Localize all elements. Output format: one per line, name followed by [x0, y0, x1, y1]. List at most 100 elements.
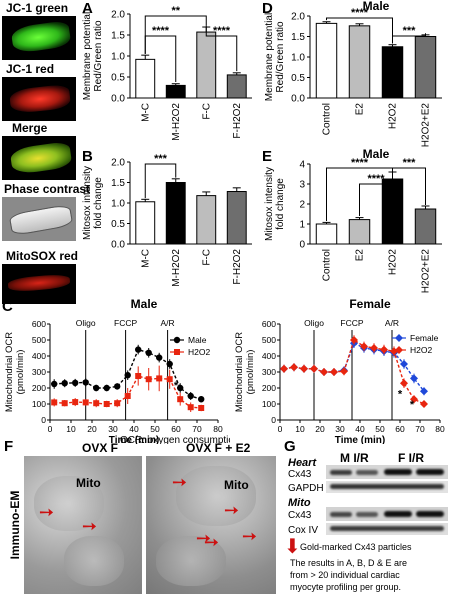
- em-left-title: OVX F: [82, 441, 119, 455]
- blot-heart-label: Heart: [288, 457, 317, 469]
- y-tick-label: 4: [299, 160, 305, 171]
- injection-label: Oligo: [76, 318, 96, 328]
- data-point: [350, 336, 358, 344]
- x-tick-label: E2: [355, 103, 366, 116]
- data-point: [400, 379, 408, 388]
- x-tick-label: M-H2O2: [171, 249, 182, 287]
- y-axis-label: (pmol/min): [15, 350, 26, 395]
- bar: [414, 36, 437, 99]
- data-point: [420, 387, 428, 396]
- x-tick-label: 0: [278, 424, 283, 434]
- data-point: [72, 379, 79, 387]
- blot-f-ir-label: F I/R: [398, 451, 424, 465]
- x-axis-label: Time (min): [109, 435, 159, 444]
- jc1-green-image: [2, 16, 76, 60]
- data-point: [177, 396, 184, 403]
- bar: [348, 25, 371, 99]
- panel-letter-c: C: [2, 298, 13, 315]
- data-point: [187, 404, 194, 411]
- y-axis-label: Mitosox intensity: [82, 166, 93, 240]
- data-point: [187, 392, 194, 400]
- x-tick-label: 60: [395, 424, 405, 434]
- significance-bracket: [392, 167, 426, 205]
- data-point: [173, 336, 181, 344]
- arrow-icon: ➘: [236, 523, 262, 549]
- blot-band-cx43-heart: [326, 465, 448, 479]
- y-tick-label: 400: [32, 351, 46, 361]
- data-point: [135, 373, 142, 379]
- y-tick-label: 0.0: [111, 94, 125, 105]
- x-tick-label: H2O2: [388, 103, 399, 130]
- data-point: [103, 384, 110, 392]
- y-tick-label: 0.5: [291, 73, 305, 84]
- arrow-note: Gold-marked Cx43 particles: [300, 542, 412, 552]
- x-tick-label: 30: [108, 424, 118, 434]
- blot-coxiv-label: Cox IV: [288, 525, 319, 536]
- y-axis-label: Red/Green ratio: [275, 21, 286, 93]
- data-point: [124, 372, 131, 379]
- chart-d: Male Membrane potential Red/Green ratio 0.0…: [264, 0, 442, 148]
- injection-label: A/R: [161, 318, 175, 328]
- y-tick-label: 0.5: [111, 219, 125, 230]
- blot-cx43-bottom-label: Cx43: [288, 510, 312, 521]
- series-line: [283, 342, 425, 392]
- significance-bracket: [359, 171, 393, 216]
- data-point: [93, 400, 100, 407]
- em-side-label: Immuno-EM: [8, 490, 22, 560]
- y-tick-label: 2.0: [111, 158, 125, 169]
- chart-e: Male Mitosox intensity fold change 0 1 2 3 4 Con…: [264, 148, 442, 294]
- significance-bracket: [144, 163, 177, 199]
- y-tick-label: 1.0: [291, 53, 305, 64]
- bar: [381, 46, 404, 99]
- chart-b: Mitosox intensity fold change 0.0 0.5 1.0 1.5…: [82, 153, 252, 287]
- ocr-annotation: OCR: oxygen consumption rate: [120, 435, 230, 444]
- legend-label: H2O2: [188, 347, 210, 357]
- x-tick-label: 10: [66, 424, 76, 434]
- x-tick-label: 80: [213, 424, 223, 434]
- x-tick-label: 20: [315, 424, 325, 434]
- bar: [165, 182, 186, 245]
- data-point: [61, 400, 68, 407]
- injection-label: FCCP: [340, 318, 363, 328]
- y-tick-label: 0.0: [111, 240, 125, 251]
- y-axis-label: Membrane potential: [82, 12, 93, 100]
- micro-label-jc1-green: JC-1 green: [6, 1, 69, 15]
- bar: [135, 58, 156, 99]
- micro-label-merge: Merge: [12, 121, 48, 135]
- merge-image: [2, 136, 76, 180]
- bar: [348, 219, 371, 245]
- significance-label: *: [398, 389, 403, 401]
- x-tick-label: H2O2: [388, 249, 399, 276]
- y-tick-label: 300: [262, 367, 276, 377]
- data-point: [395, 334, 403, 342]
- y-axis-label: Mitosox intensity: [264, 167, 275, 241]
- bar: [381, 178, 404, 245]
- y-axis-label: fold change: [275, 178, 286, 230]
- x-tick-label: M-C: [140, 103, 151, 122]
- data-point: [51, 380, 58, 388]
- data-point: [400, 360, 408, 368]
- y-tick-label: 2.0: [291, 12, 305, 23]
- significance-label: **: [171, 5, 180, 17]
- data-point: [420, 400, 428, 408]
- data-point: [198, 405, 205, 411]
- blot-mito-label: Mito: [288, 497, 311, 509]
- data-point: [330, 368, 338, 376]
- significance-label: ***: [403, 25, 417, 37]
- mitosox-red-image: [2, 264, 76, 304]
- y-tick-label: 0: [299, 240, 305, 251]
- y-tick-label: 100: [32, 399, 46, 409]
- em-image-ovx-f: Mito ➘ ➘: [24, 456, 142, 594]
- y-axis-label: Mitochondrial OCR: [4, 332, 15, 412]
- data-point: [93, 384, 100, 392]
- x-tick-label: F-H2O2: [232, 103, 243, 139]
- y-tick-label: 600: [262, 319, 276, 329]
- x-tick-label: 80: [435, 424, 445, 434]
- data-point: [82, 399, 89, 406]
- em-right-mito-label: Mito: [224, 478, 249, 492]
- injection-label: A/R: [385, 318, 399, 328]
- x-tick-label: H2O2+E2: [421, 249, 432, 294]
- x-tick-label: H2O2+E2: [421, 103, 432, 148]
- x-tick-label: E2: [355, 249, 366, 262]
- y-tick-label: 0.5: [111, 73, 125, 84]
